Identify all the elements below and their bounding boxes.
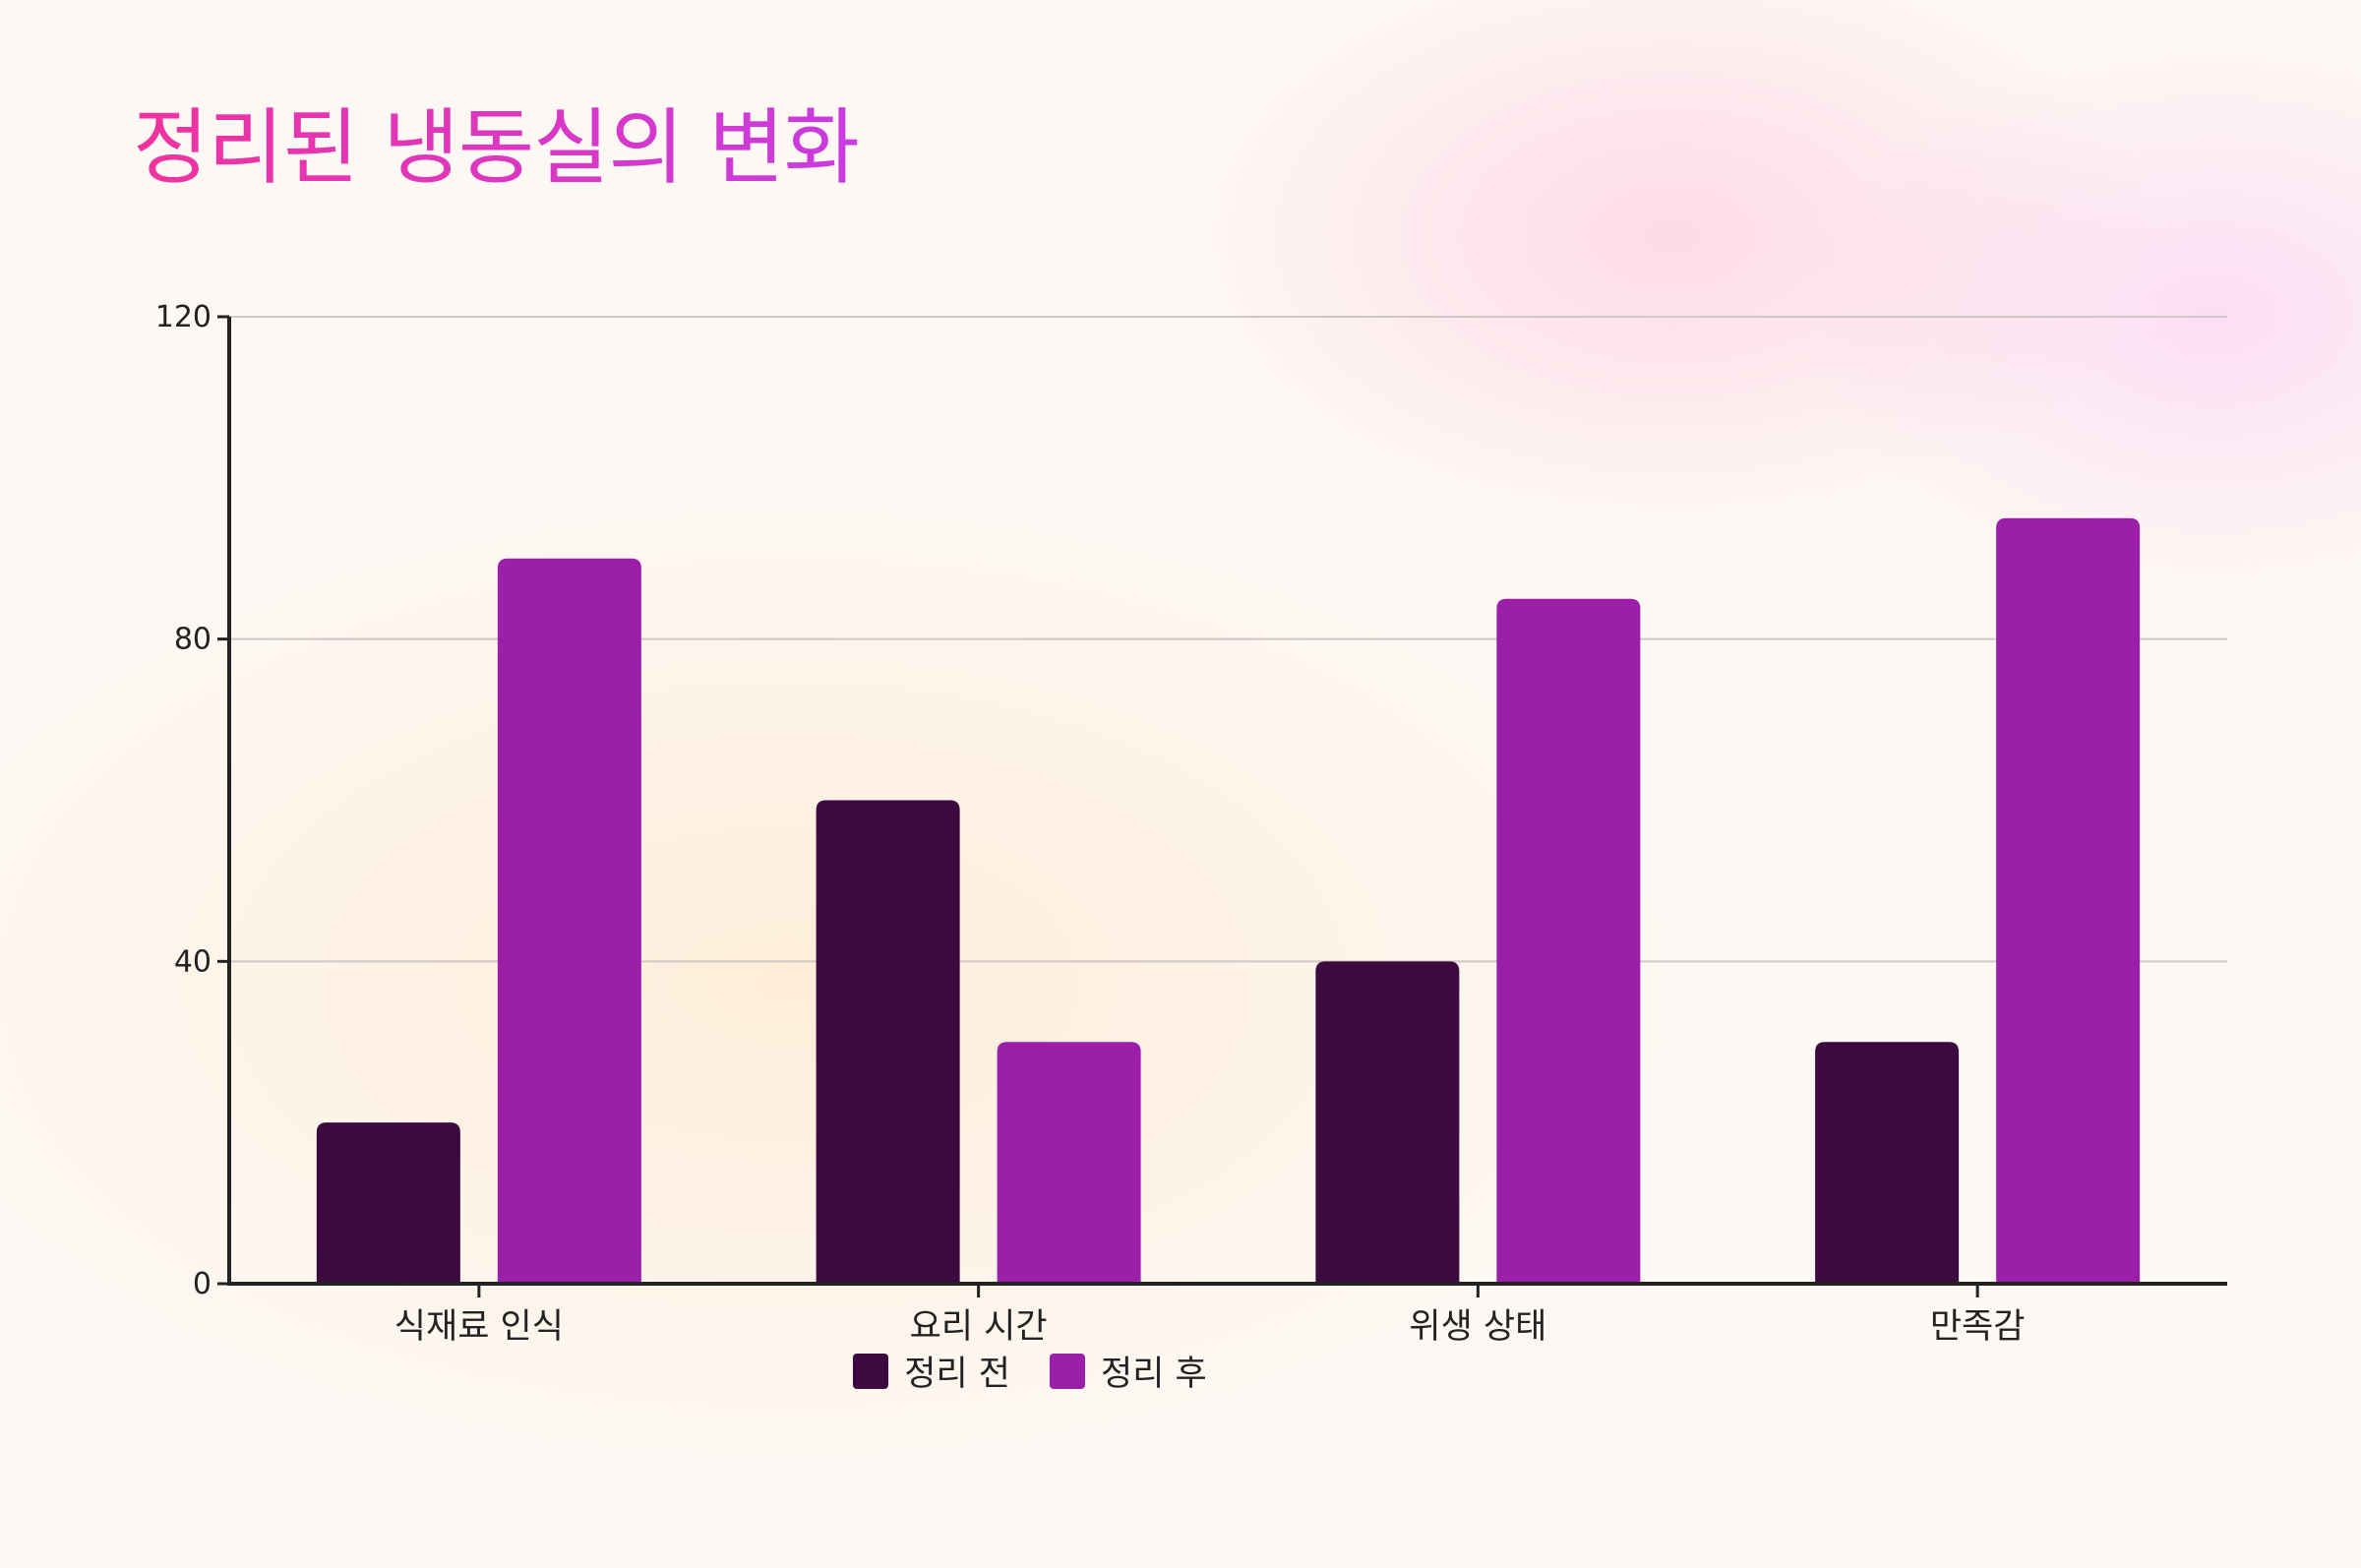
x-tick-label: 위생 상태 [1409, 1307, 1546, 1347]
legend-swatch-after [1050, 1353, 1085, 1389]
legend-item-before[interactable]: 정리 전 [853, 1346, 1010, 1396]
legend-label-before: 정리 전 [904, 1355, 1010, 1394]
legend-item-after[interactable]: 정리 후 [1050, 1346, 1207, 1396]
y-tick-label: 120 [155, 300, 212, 334]
bar-after[interactable] [1496, 598, 1641, 1284]
legend: 정리 전 정리 후 [0, 1346, 2060, 1396]
bar-after[interactable] [997, 1042, 1141, 1284]
x-tick-label: 만족감 [1930, 1307, 2026, 1347]
axes [227, 317, 2227, 1286]
y-tick-label: 80 [174, 623, 212, 657]
bar-after[interactable] [1996, 517, 2141, 1284]
bar-before[interactable] [1315, 961, 1460, 1284]
axis-labels: 0 40 80 120 식재료 인식 요리 시간 위생 상태 만족감 [155, 300, 2026, 1347]
legend-label-after: 정리 후 [1101, 1355, 1207, 1394]
axis-ticks [217, 315, 1979, 1297]
bars [316, 517, 2141, 1285]
bar-before[interactable] [316, 1122, 460, 1284]
x-tick-label: 식재료 인식 [394, 1307, 564, 1347]
x-tick-label: 요리 시간 [910, 1307, 1048, 1347]
y-tick-label: 40 [174, 944, 212, 979]
y-tick-label: 0 [193, 1267, 212, 1301]
bar-after[interactable] [497, 558, 641, 1284]
legend-swatch-before [853, 1353, 889, 1389]
bar-before[interactable] [1815, 1042, 1960, 1284]
chart-title: 정리된 냉동실의 변화 [133, 99, 860, 196]
bar-before[interactable] [816, 800, 960, 1285]
